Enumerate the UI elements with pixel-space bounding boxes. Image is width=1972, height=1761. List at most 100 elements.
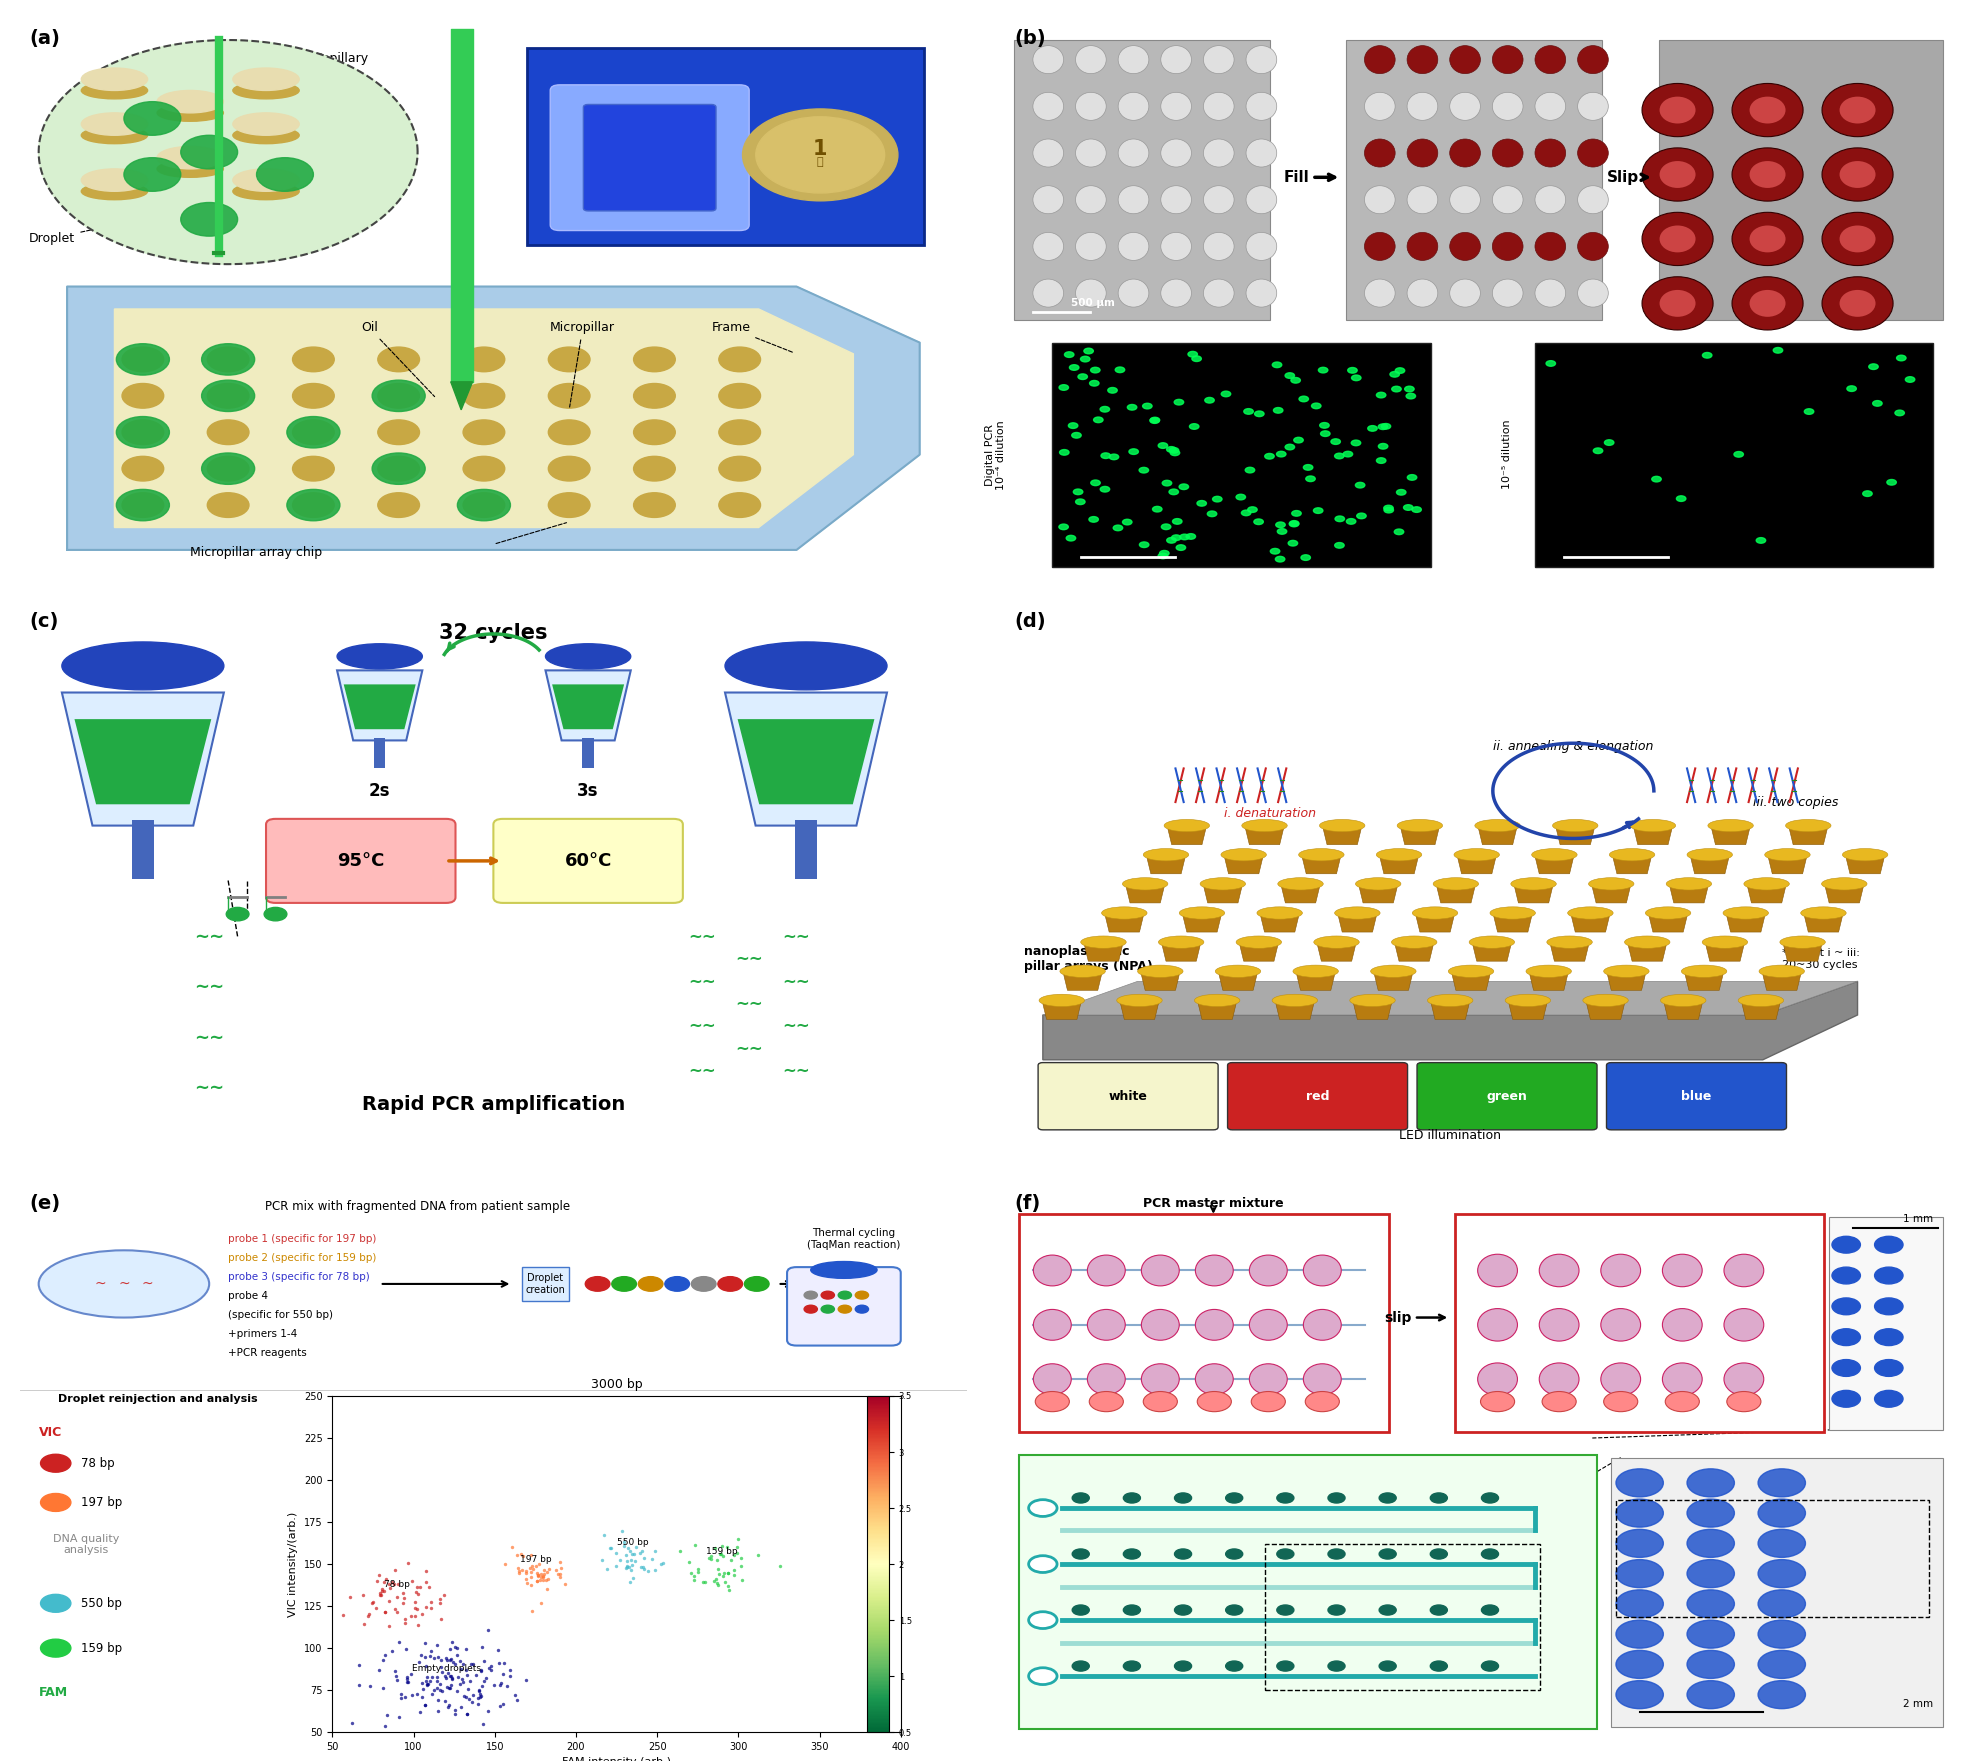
Polygon shape <box>1416 916 1453 932</box>
Polygon shape <box>1148 858 1185 873</box>
Circle shape <box>1378 1493 1396 1502</box>
Polygon shape <box>1276 1004 1313 1020</box>
Ellipse shape <box>1075 232 1106 261</box>
Circle shape <box>1236 495 1246 500</box>
Circle shape <box>633 493 674 518</box>
Ellipse shape <box>1749 291 1785 317</box>
Circle shape <box>1832 1330 1860 1345</box>
Circle shape <box>207 456 248 481</box>
Circle shape <box>1875 1330 1903 1345</box>
Ellipse shape <box>1376 849 1422 861</box>
Ellipse shape <box>1408 232 1438 261</box>
Circle shape <box>463 419 505 444</box>
Circle shape <box>805 1305 816 1314</box>
Circle shape <box>1347 518 1357 525</box>
Ellipse shape <box>1749 97 1785 123</box>
Circle shape <box>1351 440 1361 446</box>
Ellipse shape <box>1365 139 1394 167</box>
Ellipse shape <box>1724 1254 1763 1287</box>
Ellipse shape <box>1162 46 1191 74</box>
Circle shape <box>1404 505 1414 511</box>
Circle shape <box>116 343 170 375</box>
Ellipse shape <box>1493 139 1522 167</box>
FancyBboxPatch shape <box>527 49 925 245</box>
Circle shape <box>1335 542 1345 548</box>
Ellipse shape <box>233 169 300 192</box>
Polygon shape <box>1769 858 1806 873</box>
Circle shape <box>1091 368 1100 373</box>
Circle shape <box>1150 417 1160 423</box>
Circle shape <box>1029 1668 1057 1685</box>
Polygon shape <box>1317 946 1355 962</box>
Ellipse shape <box>1660 291 1696 317</box>
Circle shape <box>122 419 164 444</box>
Ellipse shape <box>1365 232 1394 261</box>
Circle shape <box>1108 454 1118 460</box>
Polygon shape <box>1473 946 1511 962</box>
Circle shape <box>1276 521 1286 528</box>
Polygon shape <box>1298 974 1335 990</box>
Circle shape <box>463 493 505 518</box>
Circle shape <box>1169 490 1179 495</box>
Circle shape <box>1270 548 1280 555</box>
Circle shape <box>1327 1661 1345 1671</box>
Circle shape <box>1759 1680 1806 1708</box>
Circle shape <box>379 384 420 409</box>
Text: Digital PCR
10⁻⁴ dilution: Digital PCR 10⁻⁴ dilution <box>984 419 1006 490</box>
Circle shape <box>548 347 590 372</box>
Text: Droplet
creation: Droplet creation <box>527 1273 566 1294</box>
Polygon shape <box>523 1268 570 1301</box>
Circle shape <box>586 1277 609 1291</box>
Circle shape <box>1213 497 1223 502</box>
Ellipse shape <box>1660 160 1696 188</box>
Circle shape <box>1759 1469 1806 1497</box>
Polygon shape <box>1587 1004 1625 1020</box>
FancyBboxPatch shape <box>1020 1455 1597 1729</box>
FancyBboxPatch shape <box>1037 1062 1219 1131</box>
Text: probe 2 (specific for 159 bp): probe 2 (specific for 159 bp) <box>229 1254 377 1263</box>
Ellipse shape <box>1477 1254 1518 1287</box>
Circle shape <box>1351 375 1361 380</box>
Ellipse shape <box>546 645 631 669</box>
Circle shape <box>1254 410 1264 417</box>
Circle shape <box>1832 1391 1860 1407</box>
Text: Micropillar: Micropillar <box>258 197 369 222</box>
Circle shape <box>1759 1560 1806 1588</box>
Circle shape <box>1773 347 1783 354</box>
Ellipse shape <box>1203 139 1234 167</box>
Circle shape <box>1081 356 1091 361</box>
Circle shape <box>665 1277 690 1291</box>
Bar <box>582 738 594 768</box>
Circle shape <box>1144 1391 1177 1412</box>
Circle shape <box>207 419 248 444</box>
Ellipse shape <box>1365 278 1394 306</box>
Ellipse shape <box>1546 937 1591 949</box>
Circle shape <box>1897 356 1907 361</box>
Circle shape <box>181 136 237 169</box>
Ellipse shape <box>1631 819 1676 831</box>
Polygon shape <box>1479 829 1516 845</box>
Ellipse shape <box>1724 1308 1763 1342</box>
Ellipse shape <box>1365 92 1394 120</box>
Polygon shape <box>1323 829 1361 845</box>
Ellipse shape <box>1246 232 1276 261</box>
Circle shape <box>1615 1680 1662 1708</box>
Circle shape <box>463 384 505 409</box>
Ellipse shape <box>1195 1310 1232 1340</box>
Polygon shape <box>337 671 422 740</box>
Circle shape <box>1069 423 1079 428</box>
Ellipse shape <box>1246 278 1276 306</box>
Text: ∼∼: ∼∼ <box>783 928 810 946</box>
Ellipse shape <box>1578 185 1609 213</box>
Ellipse shape <box>1365 185 1394 213</box>
Ellipse shape <box>1408 46 1438 74</box>
Ellipse shape <box>1033 185 1063 213</box>
Ellipse shape <box>1087 1256 1126 1286</box>
Text: (f): (f) <box>1014 1194 1041 1213</box>
Polygon shape <box>1043 981 1858 1060</box>
Circle shape <box>1733 451 1743 458</box>
Text: white: white <box>1108 1090 1148 1102</box>
Ellipse shape <box>1087 1310 1126 1340</box>
Ellipse shape <box>1371 965 1416 977</box>
Ellipse shape <box>1300 849 1345 861</box>
